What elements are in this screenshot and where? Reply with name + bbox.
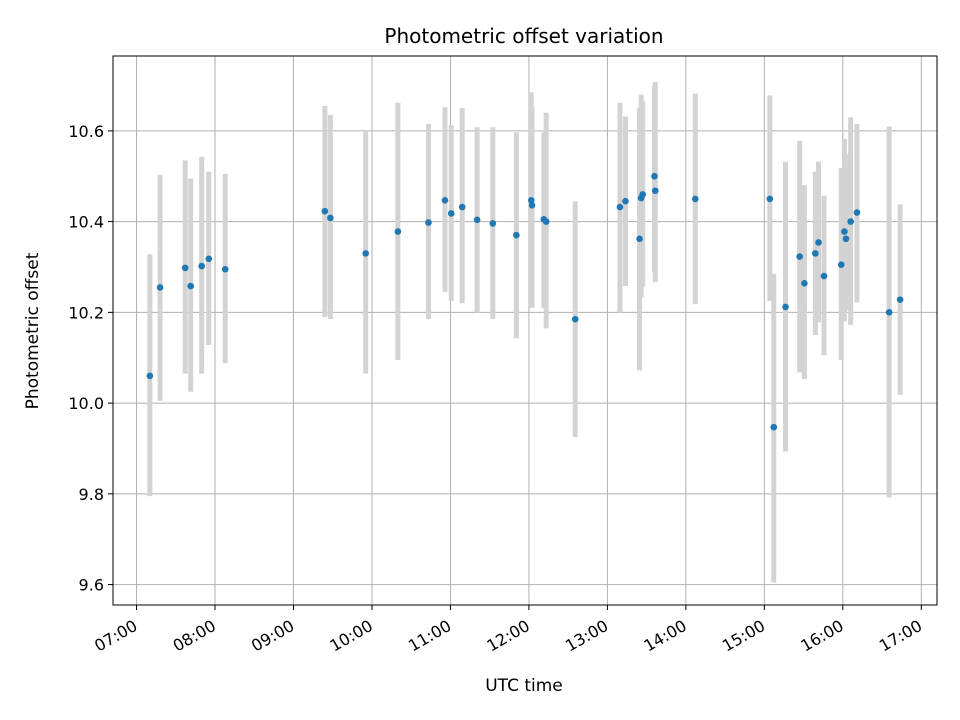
- data-point: [181, 264, 189, 272]
- data-point: [528, 201, 536, 209]
- y-tick-label: 9.8: [79, 485, 104, 504]
- data-point: [885, 309, 893, 316]
- data-point: [820, 272, 828, 280]
- y-tick-label: 10.0: [68, 394, 104, 413]
- data-point: [842, 235, 850, 243]
- y-tick-label: 10.2: [68, 303, 104, 322]
- data-point: [362, 250, 369, 257]
- data-point: [447, 210, 455, 217]
- data-point: [527, 196, 535, 204]
- data-point: [639, 191, 647, 198]
- data-point: [651, 187, 659, 195]
- data-point: [205, 255, 213, 263]
- data-point: [156, 284, 164, 291]
- data-point: [636, 235, 643, 243]
- data-points: [146, 172, 904, 431]
- chart-title: Photometric offset variation: [384, 24, 663, 48]
- plot-area-frame: [112, 55, 938, 606]
- data-point: [146, 372, 154, 380]
- data-point: [837, 261, 845, 269]
- data-point: [327, 214, 334, 222]
- data-point: [489, 220, 497, 227]
- data-point: [651, 172, 658, 180]
- data-point: [815, 239, 822, 246]
- data-point: [458, 203, 466, 211]
- y-tick-label: 10.4: [68, 213, 104, 232]
- data-point: [847, 218, 854, 225]
- data-point: [796, 253, 803, 260]
- x-axis-label: UTC time: [485, 676, 563, 696]
- y-axis-label: Photometric offset: [23, 252, 43, 409]
- y-tick-label: 10.6: [68, 122, 104, 141]
- data-point: [841, 228, 848, 235]
- data-point: [571, 315, 579, 323]
- data-point: [622, 197, 629, 205]
- data-point: [853, 209, 861, 216]
- data-point: [896, 296, 904, 303]
- data-point: [691, 195, 699, 203]
- data-point: [770, 423, 778, 431]
- data-point: [801, 280, 808, 287]
- data-point: [616, 203, 624, 211]
- y-axis-ticks: 9.6 9.8 10.0 10.2 10.4 10.6: [68, 122, 113, 595]
- data-point: [473, 216, 481, 224]
- data-point: [782, 303, 789, 311]
- data-point: [321, 207, 329, 215]
- data-point: [441, 196, 449, 204]
- data-point: [766, 195, 774, 203]
- data-point: [394, 228, 402, 235]
- data-point: [425, 219, 432, 226]
- data-point: [812, 250, 819, 257]
- data-point: [542, 218, 550, 225]
- data-point: [198, 262, 205, 270]
- data-point: [513, 231, 520, 239]
- y-tick-label: 9.6: [79, 576, 104, 595]
- data-point: [221, 265, 229, 273]
- data-point: [187, 282, 194, 290]
